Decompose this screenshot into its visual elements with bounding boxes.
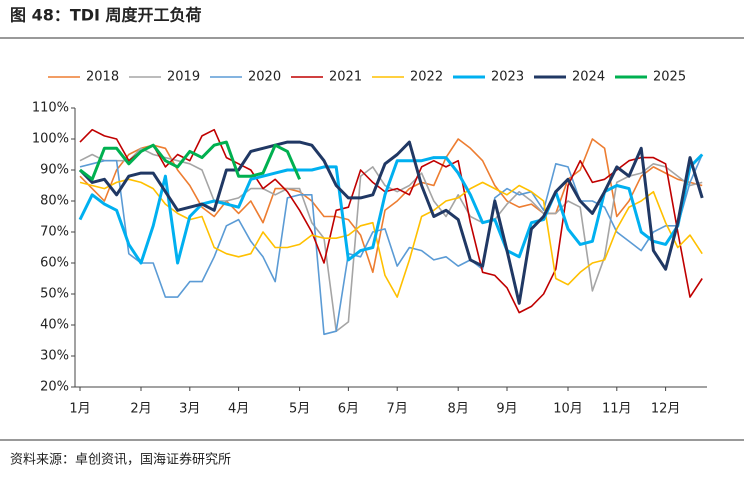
legend-label: 2018 <box>86 70 119 85</box>
y-tick-label: 60% <box>40 256 69 271</box>
source: 资料来源：卓创资讯，国海证券研究所 <box>10 452 231 468</box>
legend-label: 2025 <box>653 70 686 85</box>
x-tick-label: 10月 <box>553 402 583 417</box>
y-tick-label: 50% <box>40 287 69 302</box>
series-line <box>79 140 301 181</box>
chart-title: 图 48：TDI 周度开工负荷 <box>10 6 202 25</box>
x-tick-label: 7月 <box>387 402 408 417</box>
x-tick-label: 2月 <box>130 402 151 417</box>
y-tick-label: 20% <box>40 380 69 395</box>
y-tick-label: 90% <box>40 163 69 178</box>
x-tick-label: 3月 <box>179 402 200 417</box>
legend-label: 2023 <box>491 70 524 85</box>
y-tick-label: 80% <box>40 194 69 209</box>
legend-label: 2020 <box>248 70 281 85</box>
y-tick-label: 40% <box>40 318 69 333</box>
x-tick-label: 6月 <box>338 402 359 417</box>
x-tick-label: 11月 <box>602 402 632 417</box>
series-line <box>78 140 704 305</box>
series-line <box>79 178 703 298</box>
series-line <box>79 138 703 274</box>
y-tick-label: 30% <box>40 349 69 364</box>
x-tick-label: 9月 <box>496 402 517 417</box>
x-tick-label: 12月 <box>651 402 681 417</box>
legend-label: 2019 <box>167 70 200 85</box>
legend-label: 2024 <box>572 70 605 85</box>
y-tick-label: 100% <box>32 132 69 147</box>
y-tick-label: 70% <box>40 225 69 240</box>
x-tick-label: 1月 <box>69 402 90 417</box>
y-tick-label: 110% <box>32 101 69 116</box>
series-line <box>79 147 703 332</box>
series-line <box>78 153 704 265</box>
x-tick-label: 8月 <box>448 402 469 417</box>
legend-label: 2021 <box>329 70 362 85</box>
legend-label: 2022 <box>410 70 443 85</box>
x-tick-label: 4月 <box>228 402 249 417</box>
x-tick-label: 5月 <box>289 402 310 417</box>
